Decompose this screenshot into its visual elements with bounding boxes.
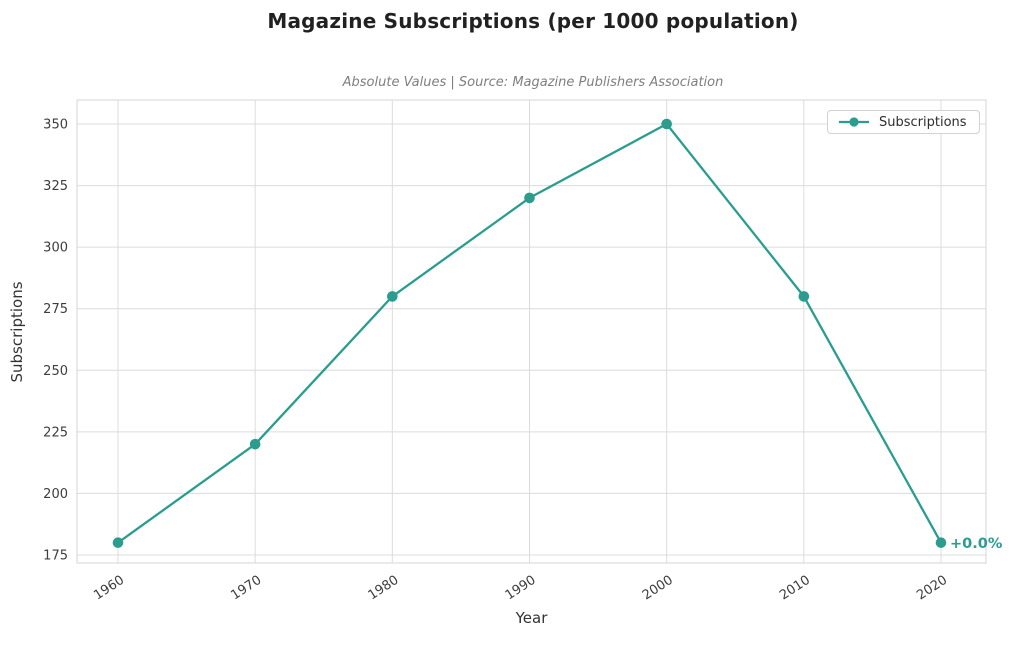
plot-area (76, 99, 987, 564)
legend: Subscriptions (827, 110, 980, 134)
y-axis-label: Subscriptions (8, 281, 26, 382)
x-tick-label: 1970 (228, 573, 264, 604)
growth-annotation: +0.0% (950, 536, 1003, 552)
data-point (524, 192, 535, 204)
x-tick-label: 2010 (777, 573, 813, 604)
y-tick-label: 325 (43, 179, 68, 194)
y-tick-label: 225 (43, 425, 68, 440)
x-tick-label: 2000 (640, 573, 676, 604)
legend-line-marker-icon (839, 117, 869, 127)
data-point (249, 438, 261, 450)
data-point (798, 291, 810, 302)
legend-label: Subscriptions (879, 114, 967, 130)
y-tick-label: 350 (43, 118, 68, 133)
x-tick-label: 1990 (503, 573, 539, 604)
data-point (112, 537, 124, 548)
chart-subtitle: Absolute Values | Source: Magazine Publi… (342, 75, 724, 90)
y-tick-label: 300 (43, 241, 68, 256)
data-point (935, 537, 947, 548)
x-axis-label: Year (515, 609, 549, 627)
y-tick-label: 200 (43, 487, 68, 502)
data-point (661, 118, 672, 130)
legend-dot (849, 117, 859, 127)
y-tick-label: 275 (43, 302, 68, 317)
x-tick-label: 1980 (366, 573, 402, 604)
x-tick-label: 2020 (914, 573, 950, 604)
x-tick-label: 1960 (91, 573, 127, 604)
chart-title: Magazine Subscriptions (per 1000 populat… (267, 9, 799, 33)
y-tick-label: 250 (43, 364, 68, 379)
y-tick-label: 175 (43, 549, 68, 564)
data-point (387, 291, 398, 302)
